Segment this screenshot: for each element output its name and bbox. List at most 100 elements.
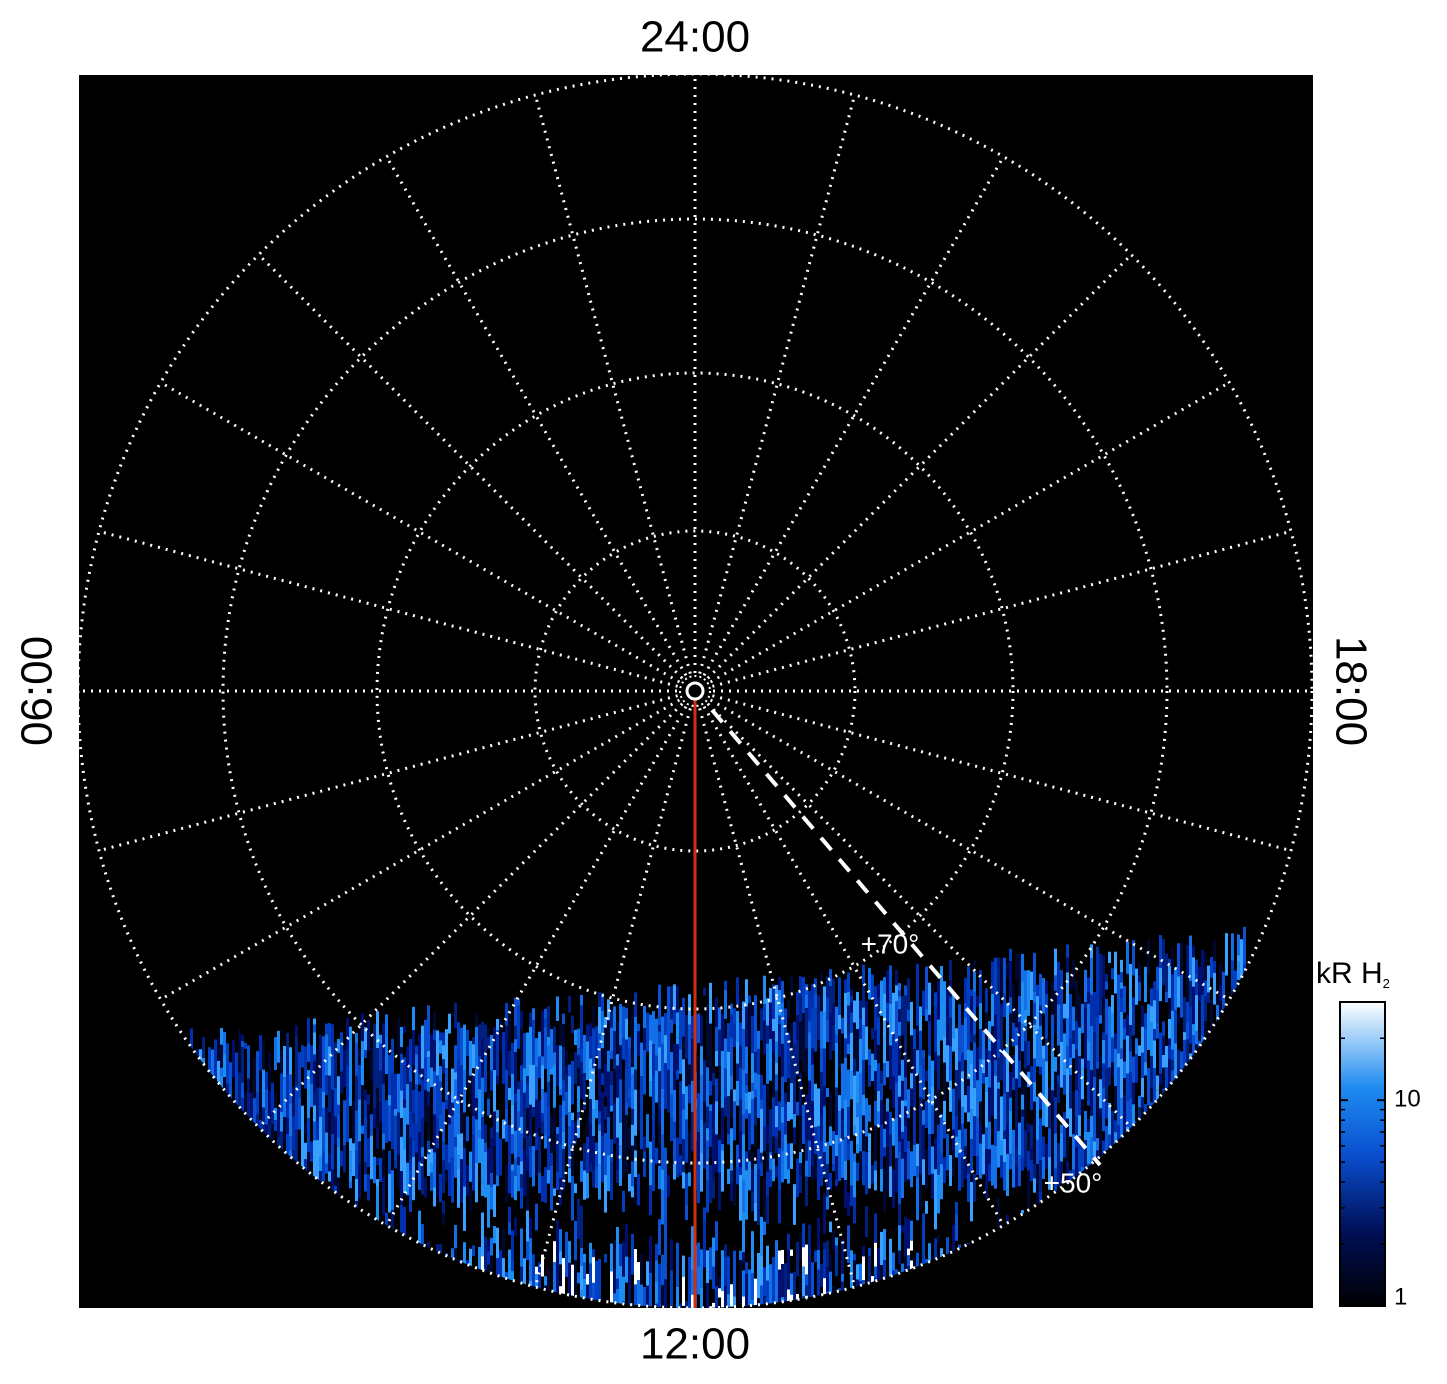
emission-pixel: [712, 1180, 715, 1199]
emission-pixel: [1057, 1004, 1060, 1046]
emission-pixel: [868, 1121, 871, 1134]
emission-pixel: [526, 1032, 529, 1077]
emission-pixel: [640, 1005, 643, 1043]
emission-pixel: [625, 1068, 628, 1103]
emission-pixel: [1021, 1170, 1024, 1211]
emission-pixel: [778, 1015, 781, 1024]
emission-pixel: [337, 1114, 340, 1138]
emission-pixel: [586, 1136, 589, 1173]
emission-pixel: [850, 1071, 853, 1100]
emission-pixel: [1135, 1054, 1138, 1083]
emission-pixel: [538, 1100, 541, 1129]
emission-pixel: [1009, 1071, 1012, 1098]
emission-pixel: [1087, 1041, 1090, 1061]
emission-pixel: [1030, 1159, 1033, 1182]
emission-pixel: [670, 1032, 673, 1053]
emission-pixel: [1042, 1136, 1045, 1157]
emission-pixel: [886, 1077, 889, 1099]
emission-pixel: [871, 1198, 874, 1219]
emission-pixel: [490, 1034, 493, 1071]
emission-pixel: [832, 1050, 835, 1091]
emission-pixel: [625, 1018, 628, 1040]
emission-pixel: [514, 1101, 517, 1131]
emission-pixel: [844, 979, 847, 994]
emission-pixel: [514, 1130, 517, 1159]
emission-pixel: [496, 1186, 499, 1228]
emission-pixel: [322, 1036, 325, 1058]
emission-pixel: [907, 1248, 910, 1256]
emission-pixel: [781, 1106, 784, 1123]
emission-pixel: [1222, 971, 1225, 1006]
emission-pixel: [361, 1190, 364, 1209]
emission-pixel: [337, 1146, 340, 1178]
hour-label: 18:00: [1326, 636, 1375, 746]
emission-pixel: [457, 1239, 460, 1260]
emission-pixel: [520, 1161, 523, 1175]
emission-pixel: [1240, 939, 1243, 980]
emission-pixel: [529, 1064, 532, 1105]
emission-pixel: [997, 1167, 1000, 1198]
emission-pixel: [871, 1165, 874, 1184]
emission-pixel: [676, 1114, 679, 1138]
emission-pixel: [970, 1033, 973, 1043]
emission-pixel: [769, 1199, 772, 1240]
emission-pixel: [787, 1101, 790, 1122]
emission-pixel: [781, 1182, 784, 1218]
emission-pixel: [475, 1202, 478, 1211]
emission-pixel: [622, 1276, 625, 1302]
emission-pixel: [904, 1125, 907, 1153]
emission-pixel: [496, 1075, 499, 1085]
emission-pixel: [802, 977, 805, 1006]
emission-pixel: [547, 1206, 550, 1235]
emission-pixel: [664, 1262, 667, 1280]
emission-pixel: [556, 996, 559, 1022]
emission-pixel: [868, 1086, 871, 1105]
emission-pixel: [571, 1112, 574, 1121]
emission-pixel: [391, 1170, 394, 1211]
emission-pixel: [463, 1112, 466, 1148]
emission-pixel: [601, 1135, 604, 1158]
emission-pixel: [547, 1081, 550, 1106]
emission-pixel: [337, 1038, 340, 1053]
emission-pixel: [1003, 1139, 1006, 1163]
emission-pixel: [307, 1079, 310, 1119]
emission-pixel: [904, 1106, 907, 1126]
emission-pixel: [448, 1033, 451, 1058]
emission-pixel: [631, 1197, 634, 1206]
emission-pixel: [628, 1000, 631, 1038]
emission-pixel: [910, 1073, 913, 1089]
emission-pixel: [973, 1227, 976, 1238]
emission-pixel: [526, 1210, 529, 1242]
emission-pixel: [943, 1121, 946, 1139]
emission-pixel: [502, 1258, 505, 1292]
emission-pixel: [310, 1141, 313, 1162]
emission-pixel: [439, 1131, 442, 1164]
emission-pixel: [985, 1091, 988, 1128]
emission-pixel: [835, 1042, 838, 1088]
emission-pixel: [946, 1192, 949, 1238]
emission-pixel: [841, 1177, 844, 1199]
emission-pixel: [670, 1167, 673, 1203]
emission-pixel: [1048, 1010, 1051, 1042]
emission-pixel: [658, 1263, 661, 1308]
emission-pixel: [802, 1266, 805, 1297]
emission-pixel: [547, 1169, 550, 1184]
emission-pixel: [673, 1137, 676, 1165]
emission-pixel: [355, 1075, 358, 1111]
emission-pixel: [934, 1006, 937, 1053]
emission-pixel: [1027, 1065, 1030, 1072]
emission-pixel: [886, 1098, 889, 1112]
emission-pixel: [1123, 1095, 1126, 1131]
emission-pixel: [655, 1303, 658, 1308]
emission-pixel: [673, 1010, 676, 1025]
emission-pixel: [703, 1199, 706, 1208]
emission-pixel: [427, 1050, 430, 1058]
emission-pixel: [1003, 1048, 1006, 1094]
emission-pixel: [1039, 1066, 1042, 1075]
emission-pixel: [892, 992, 895, 1035]
emission-pixel: [565, 1012, 568, 1050]
emission-pixel: [487, 1091, 490, 1099]
emission-pixel: [649, 1236, 652, 1273]
emission-pixel: [790, 1143, 793, 1169]
emission-pixel: [745, 979, 748, 1007]
